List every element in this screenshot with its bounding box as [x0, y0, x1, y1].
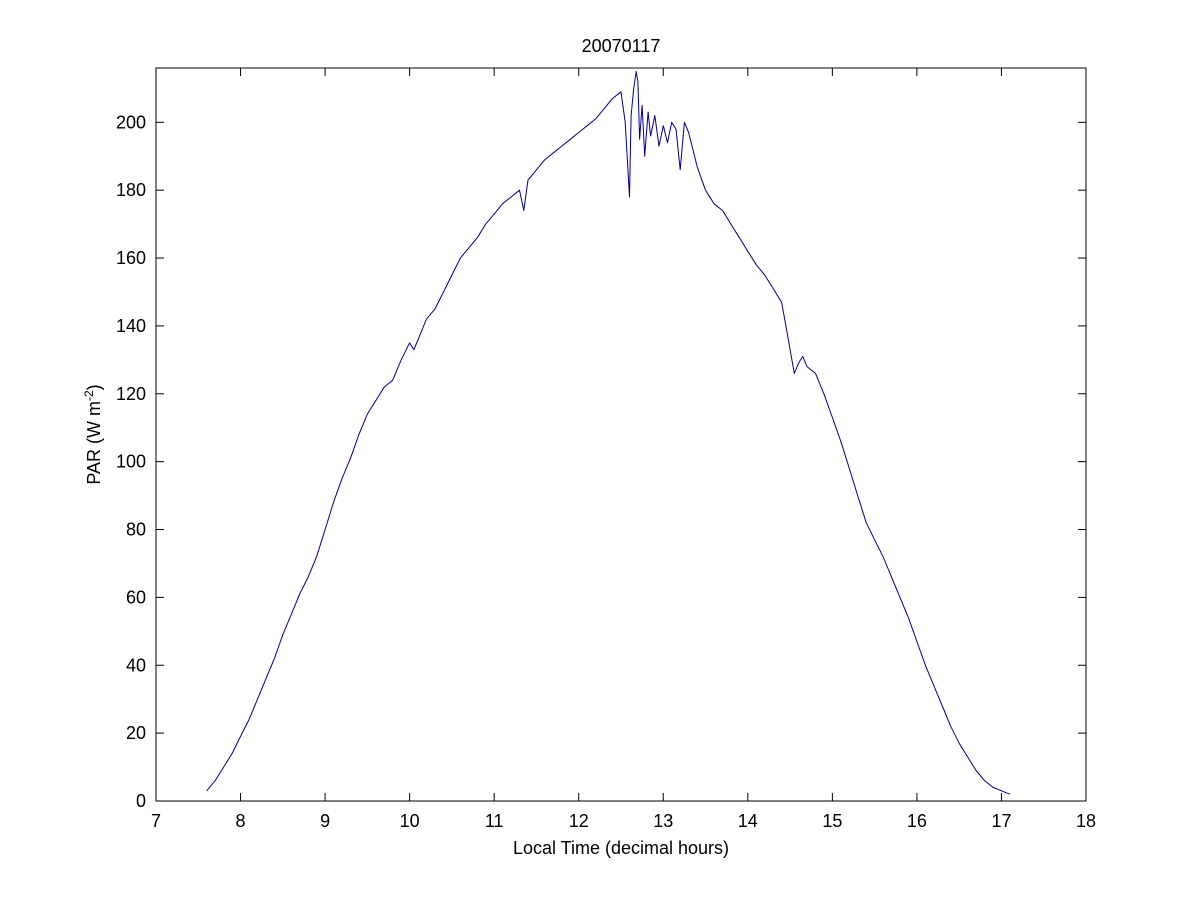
- y-tick-label: 120: [116, 384, 146, 404]
- y-axis-label-exponent: -2: [82, 390, 96, 401]
- y-tick-label: 180: [116, 180, 146, 200]
- y-tick-label: 140: [116, 316, 146, 336]
- y-tick-label: 40: [126, 655, 146, 675]
- x-tick-label: 9: [320, 811, 330, 831]
- x-tick-label: 11: [485, 811, 504, 831]
- y-tick-label: 0: [136, 791, 146, 811]
- axis-ticks: 7 8 9 10 11 12 13 14 15 16 17 180204060801001201401…: [116, 68, 1096, 831]
- y-tick-label: 80: [126, 520, 146, 540]
- x-tick-label: 14: [738, 811, 758, 831]
- x-tick-label: 7: [151, 811, 161, 831]
- y-tick-label: 60: [126, 587, 146, 607]
- y-axis-label-group: PAR (W m-2): [82, 384, 104, 484]
- x-tick-label: 13: [653, 811, 673, 831]
- y-axis-label-main: PAR (W m: [84, 401, 104, 485]
- x-tick-label: 18: [1076, 811, 1096, 831]
- x-tick-label: 17: [991, 811, 1011, 831]
- y-axis-label-close: ): [84, 384, 104, 390]
- y-tick-label: 200: [116, 112, 146, 132]
- chart-title: 20070117: [582, 36, 661, 56]
- x-tick-label: 10: [400, 811, 420, 831]
- x-tick-label: 8: [236, 811, 246, 831]
- par-series-line: [206, 70, 1011, 795]
- series-layer: [206, 70, 1011, 795]
- x-axis-label: Local Time (decimal hours): [513, 838, 729, 858]
- plot-frame: [155, 67, 1087, 802]
- x-tick-label: 15: [822, 811, 842, 831]
- x-tick-label: 16: [907, 811, 927, 831]
- y-axis-label: PAR (W m-2): [82, 384, 104, 484]
- y-tick-label: 160: [116, 248, 146, 268]
- y-tick-label: 20: [126, 723, 146, 743]
- y-tick-label: 100: [116, 452, 146, 472]
- x-tick-label: 12: [569, 811, 589, 831]
